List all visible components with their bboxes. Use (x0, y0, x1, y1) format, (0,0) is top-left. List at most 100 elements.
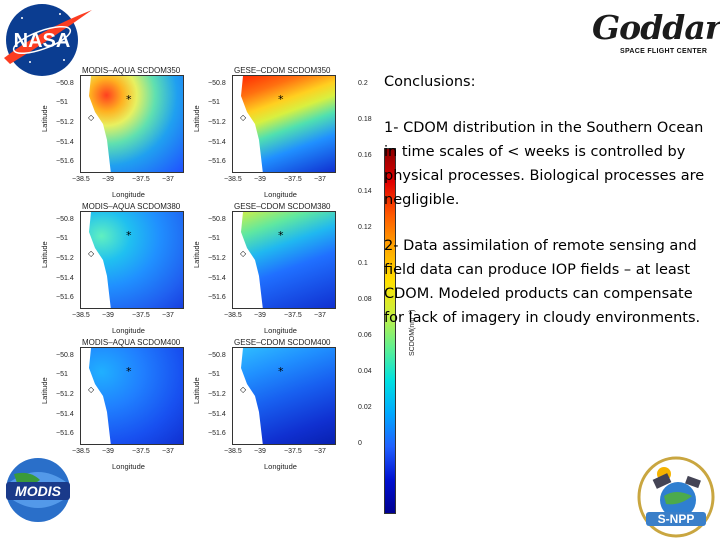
y-tick-label: −51.6 (208, 430, 226, 437)
satellite-map (80, 347, 184, 445)
x-tick-label: −39 (254, 176, 266, 183)
y-tick-label: −50.8 (208, 80, 226, 87)
land-mask (233, 76, 263, 172)
station-star-marker: * (126, 365, 132, 378)
station-diamond-marker: ◇ (240, 385, 247, 394)
conclusion-point-2: 2- Data assimilation of remote sensing a… (384, 238, 701, 326)
y-tick-label: −51.6 (208, 294, 226, 301)
colorbar-tick-label: 0.08 (358, 296, 372, 303)
station-diamond-marker: ◇ (88, 385, 95, 394)
colorbar-tick-label: 0 (358, 440, 362, 447)
snpp-logo-text: S-NPP (658, 512, 695, 526)
panel-title: MODIS–AQUA SCDOM400 (82, 338, 181, 347)
land-mask (233, 212, 263, 308)
colorbar-tick-label: 0.02 (358, 404, 372, 411)
nasa-logo: NASA (4, 4, 92, 76)
model-map (232, 75, 336, 173)
x-axis-label: Longitude (264, 462, 297, 471)
model-map (232, 211, 336, 309)
station-star-marker: * (278, 229, 284, 242)
map-panel: MODIS–AQUA SCDOM380 * ◇ −50.8 −51 −51.2 −51.4 −… (40, 202, 198, 338)
station-diamond-marker: ◇ (240, 249, 247, 258)
x-tick-label: −38.5 (72, 176, 90, 183)
x-tick-label: −38.5 (224, 176, 242, 183)
y-tick-label: −51.2 (56, 119, 74, 126)
x-tick-label: −38.5 (224, 448, 242, 455)
x-tick-label: −38.5 (72, 312, 90, 319)
goddard-subtitle: SPACE FLIGHT CENTER (620, 48, 708, 55)
x-tick-label: −37 (162, 448, 174, 455)
x-tick-label: −37 (162, 176, 174, 183)
y-tick-label: −51.2 (208, 119, 226, 126)
x-axis-label: Longitude (264, 190, 297, 199)
land-mask (233, 348, 263, 444)
y-axis-label: Latitude (40, 241, 49, 268)
x-tick-label: −38.5 (72, 448, 90, 455)
panel-title: GESE–CDOM SCDOM400 (234, 338, 331, 347)
colorbar-tick-label: 0.2 (358, 80, 368, 87)
x-tick-label: −39 (102, 448, 114, 455)
y-tick-label: −51.2 (208, 255, 226, 262)
map-panel: MODIS–AQUA SCDOM400 * ◇ −50.8 −51 −51.2 −51.4 −… (40, 338, 198, 474)
map-panel: GESE–CDOM SCDOM400 * ◇ −50.8 −51 −51.2 −51.4 −5… (192, 338, 350, 474)
panel-title: GESE–CDOM SCDOM350 (234, 66, 331, 75)
y-tick-label: −51 (208, 371, 220, 378)
y-tick-label: −51.4 (208, 275, 226, 282)
x-axis-label: Longitude (112, 326, 145, 335)
colorbar-tick-label: 0.06 (358, 332, 372, 339)
y-tick-label: −51 (56, 99, 68, 106)
y-tick-label: −51.6 (208, 158, 226, 165)
conclusions-block: Conclusions: 1- CDOM distribution in the… (384, 70, 706, 352)
y-tick-label: −51 (56, 235, 68, 242)
colorbar-tick-label: 0.04 (358, 368, 372, 375)
snpp-logo: S-NPP (637, 456, 715, 538)
y-axis-label: Latitude (192, 241, 201, 268)
colorbar-tick-label: 0.14 (358, 188, 372, 195)
y-tick-label: −51.4 (56, 411, 74, 418)
station-star-marker: * (126, 229, 132, 242)
land-mask (81, 348, 111, 444)
y-tick-label: −50.8 (56, 352, 74, 359)
goddard-logo: Goddard SPACE FLIGHT CENTER (592, 8, 720, 70)
conclusions-heading: Conclusions: (384, 74, 476, 90)
x-tick-label: −37.5 (132, 176, 150, 183)
land-mask (81, 76, 111, 172)
y-tick-label: −51.2 (56, 255, 74, 262)
x-tick-label: −37.5 (132, 448, 150, 455)
y-tick-label: −50.8 (56, 216, 74, 223)
station-diamond-marker: ◇ (240, 113, 247, 122)
y-tick-label: −50.8 (56, 80, 74, 87)
x-tick-label: −37 (314, 312, 326, 319)
x-axis-label: Longitude (264, 326, 297, 335)
x-tick-label: −37 (314, 176, 326, 183)
x-tick-label: −37.5 (284, 176, 302, 183)
y-tick-label: −51 (56, 371, 68, 378)
x-tick-label: −39 (102, 176, 114, 183)
station-star-marker: * (278, 93, 284, 106)
y-axis-label: Latitude (192, 377, 201, 404)
map-panel: MODIS–AQUA SCDOM350 * ◇ −50.8 −51 −51.2 −51.4 −… (40, 66, 198, 202)
modis-logo: MODIS (6, 458, 70, 522)
x-tick-label: −39 (254, 448, 266, 455)
y-tick-label: −51.2 (56, 391, 74, 398)
y-tick-label: −51.4 (208, 411, 226, 418)
y-tick-label: −51.6 (56, 158, 74, 165)
panel-title: MODIS–AQUA SCDOM380 (82, 202, 181, 211)
x-tick-label: −37 (314, 448, 326, 455)
station-diamond-marker: ◇ (88, 249, 95, 258)
x-axis-label: Longitude (112, 190, 145, 199)
station-star-marker: * (126, 93, 132, 106)
y-axis-label: Latitude (192, 105, 201, 132)
panel-title: GESE–CDOM SCDOM380 (234, 202, 331, 211)
satellite-map (80, 211, 184, 309)
land-mask (81, 212, 111, 308)
x-tick-label: −37.5 (132, 312, 150, 319)
map-panel: GESE–CDOM SCDOM350 * ◇ −50.8 −51 −51.2 −51.4 −5… (192, 66, 350, 202)
colorbar-tick-label: 0.18 (358, 116, 372, 123)
y-tick-label: −50.8 (208, 352, 226, 359)
y-tick-label: −51.6 (56, 294, 74, 301)
model-map (232, 347, 336, 445)
x-tick-label: −37.5 (284, 312, 302, 319)
y-axis-label: Latitude (40, 105, 49, 132)
goddard-script: Goddard (592, 8, 720, 47)
